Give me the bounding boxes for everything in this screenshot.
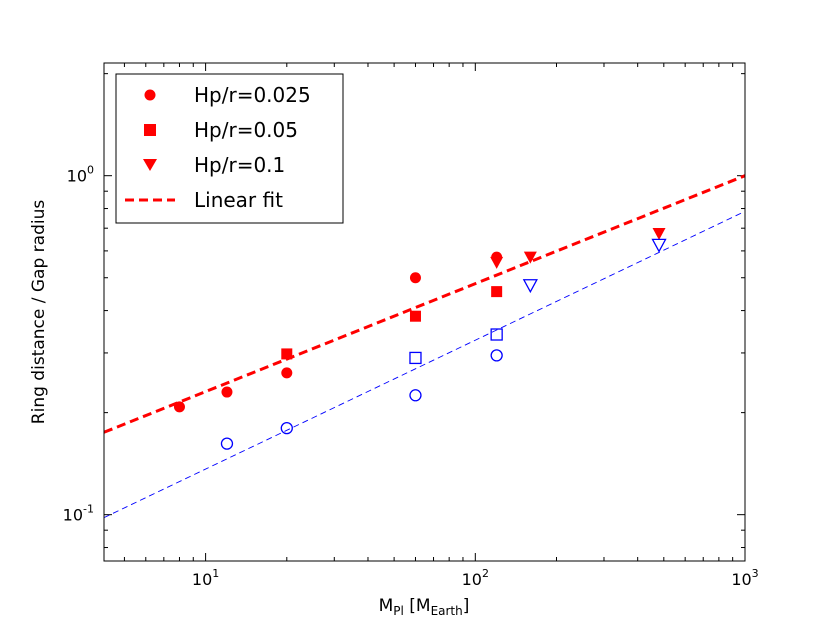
legend-label-2: Hp/r=0.1: [194, 153, 285, 177]
legend-label-1: Hp/r=0.05: [194, 118, 298, 142]
y-tick-label-exp: 0: [87, 164, 94, 177]
filled-circle-marker: [173, 401, 185, 413]
open-circle-marker: [280, 421, 293, 435]
filled-square-marker: [409, 310, 421, 322]
y-axis-label: Ring distance / Gap radius: [29, 200, 49, 425]
x-tick-label-exp: 1: [212, 567, 219, 580]
filled-triangle-down-marker: [523, 251, 537, 264]
x-label-sub1: Pl: [393, 604, 404, 618]
open-triangle-down-marker: [522, 279, 538, 294]
x-label-sub2: Earth: [431, 604, 463, 618]
x-tick-labels: 101 102 103: [192, 567, 759, 589]
x-label-mid: [M: [404, 596, 431, 616]
open-triangle-down-marker: [651, 238, 667, 253]
filled-circle-marker: [281, 367, 293, 379]
y-tick-label-exp: -1: [83, 503, 94, 516]
x-tick-label: 102: [462, 567, 489, 589]
data-markers: [173, 228, 667, 450]
open-square-marker: [490, 328, 503, 341]
filled-triangle-down-marker: [490, 256, 504, 269]
y-tick-label-base: 10: [63, 506, 83, 525]
legend-marker-triangle: [143, 159, 157, 171]
filled-square-marker: [281, 348, 293, 360]
fit-line-red: [103, 174, 746, 434]
open-circle-marker: [220, 437, 234, 450]
x-tick-label-base: 10: [731, 570, 751, 589]
fit-line-blue: [103, 210, 746, 519]
x-tick-label-exp: 3: [752, 567, 759, 580]
filled-square-marker: [491, 286, 503, 298]
legend: Hp/r=0.025 Hp/r=0.05 Hp/r=0.1 Linear fit: [115, 73, 344, 224]
open-square-marker: [409, 351, 422, 365]
x-label-main: M: [379, 596, 394, 616]
plot-frame: [103, 62, 746, 562]
open-circle-marker: [409, 389, 422, 402]
x-axis-label: MPl [MEarth]: [379, 596, 470, 618]
legend-marker-square: [144, 124, 156, 136]
y-tick-label: 100: [67, 164, 94, 186]
filled-triangle-down-marker: [652, 228, 666, 241]
legend-label-0: Hp/r=0.025: [194, 83, 311, 107]
fit-lines: [103, 174, 746, 519]
x-tick-label-base: 10: [462, 570, 482, 589]
filled-circle-marker: [221, 386, 233, 398]
filled-circle-marker: [409, 272, 421, 284]
x-tick-label-base: 10: [192, 570, 212, 589]
open-circle-marker: [490, 349, 503, 362]
legend-label-3: Linear fit: [194, 188, 283, 212]
legend-marker-circle: [144, 89, 156, 101]
y-tick-label-base: 10: [67, 167, 87, 186]
x-tick-label: 101: [192, 567, 219, 589]
y-tick-label: 10-1: [63, 503, 94, 525]
x-label-end: ]: [463, 596, 470, 616]
x-tick-label: 103: [731, 567, 758, 589]
x-tick-label-exp: 2: [482, 567, 489, 580]
